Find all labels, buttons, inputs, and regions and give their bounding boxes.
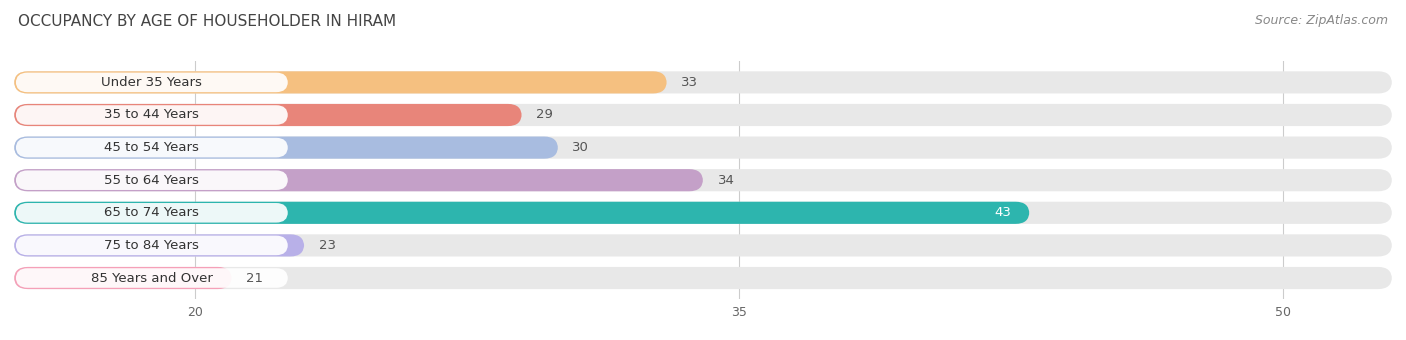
FancyBboxPatch shape <box>15 138 288 157</box>
Text: Source: ZipAtlas.com: Source: ZipAtlas.com <box>1254 14 1388 27</box>
Text: 43: 43 <box>994 206 1011 219</box>
FancyBboxPatch shape <box>14 267 232 289</box>
Text: 75 to 84 Years: 75 to 84 Years <box>104 239 200 252</box>
FancyBboxPatch shape <box>14 104 522 126</box>
Text: 33: 33 <box>682 76 699 89</box>
Text: 55 to 64 Years: 55 to 64 Years <box>104 174 200 187</box>
FancyBboxPatch shape <box>15 73 288 92</box>
Text: 65 to 74 Years: 65 to 74 Years <box>104 206 200 219</box>
Text: OCCUPANCY BY AGE OF HOUSEHOLDER IN HIRAM: OCCUPANCY BY AGE OF HOUSEHOLDER IN HIRAM <box>18 14 396 29</box>
Text: 45 to 54 Years: 45 to 54 Years <box>104 141 200 154</box>
FancyBboxPatch shape <box>15 105 288 125</box>
Text: 21: 21 <box>246 272 263 285</box>
FancyBboxPatch shape <box>15 203 288 223</box>
Text: 85 Years and Over: 85 Years and Over <box>91 272 212 285</box>
FancyBboxPatch shape <box>15 170 288 190</box>
Text: 35 to 44 Years: 35 to 44 Years <box>104 108 200 121</box>
FancyBboxPatch shape <box>14 202 1392 224</box>
FancyBboxPatch shape <box>14 169 1392 191</box>
FancyBboxPatch shape <box>14 234 304 256</box>
Text: 34: 34 <box>717 174 734 187</box>
FancyBboxPatch shape <box>14 137 1392 159</box>
Text: Under 35 Years: Under 35 Years <box>101 76 202 89</box>
FancyBboxPatch shape <box>14 234 1392 256</box>
FancyBboxPatch shape <box>14 202 1029 224</box>
Text: 30: 30 <box>572 141 589 154</box>
FancyBboxPatch shape <box>14 169 703 191</box>
FancyBboxPatch shape <box>14 71 1392 94</box>
FancyBboxPatch shape <box>14 104 1392 126</box>
FancyBboxPatch shape <box>15 268 288 288</box>
FancyBboxPatch shape <box>14 267 1392 289</box>
FancyBboxPatch shape <box>15 236 288 255</box>
Text: 29: 29 <box>536 108 553 121</box>
Text: 23: 23 <box>319 239 336 252</box>
FancyBboxPatch shape <box>14 137 558 159</box>
FancyBboxPatch shape <box>14 71 666 94</box>
